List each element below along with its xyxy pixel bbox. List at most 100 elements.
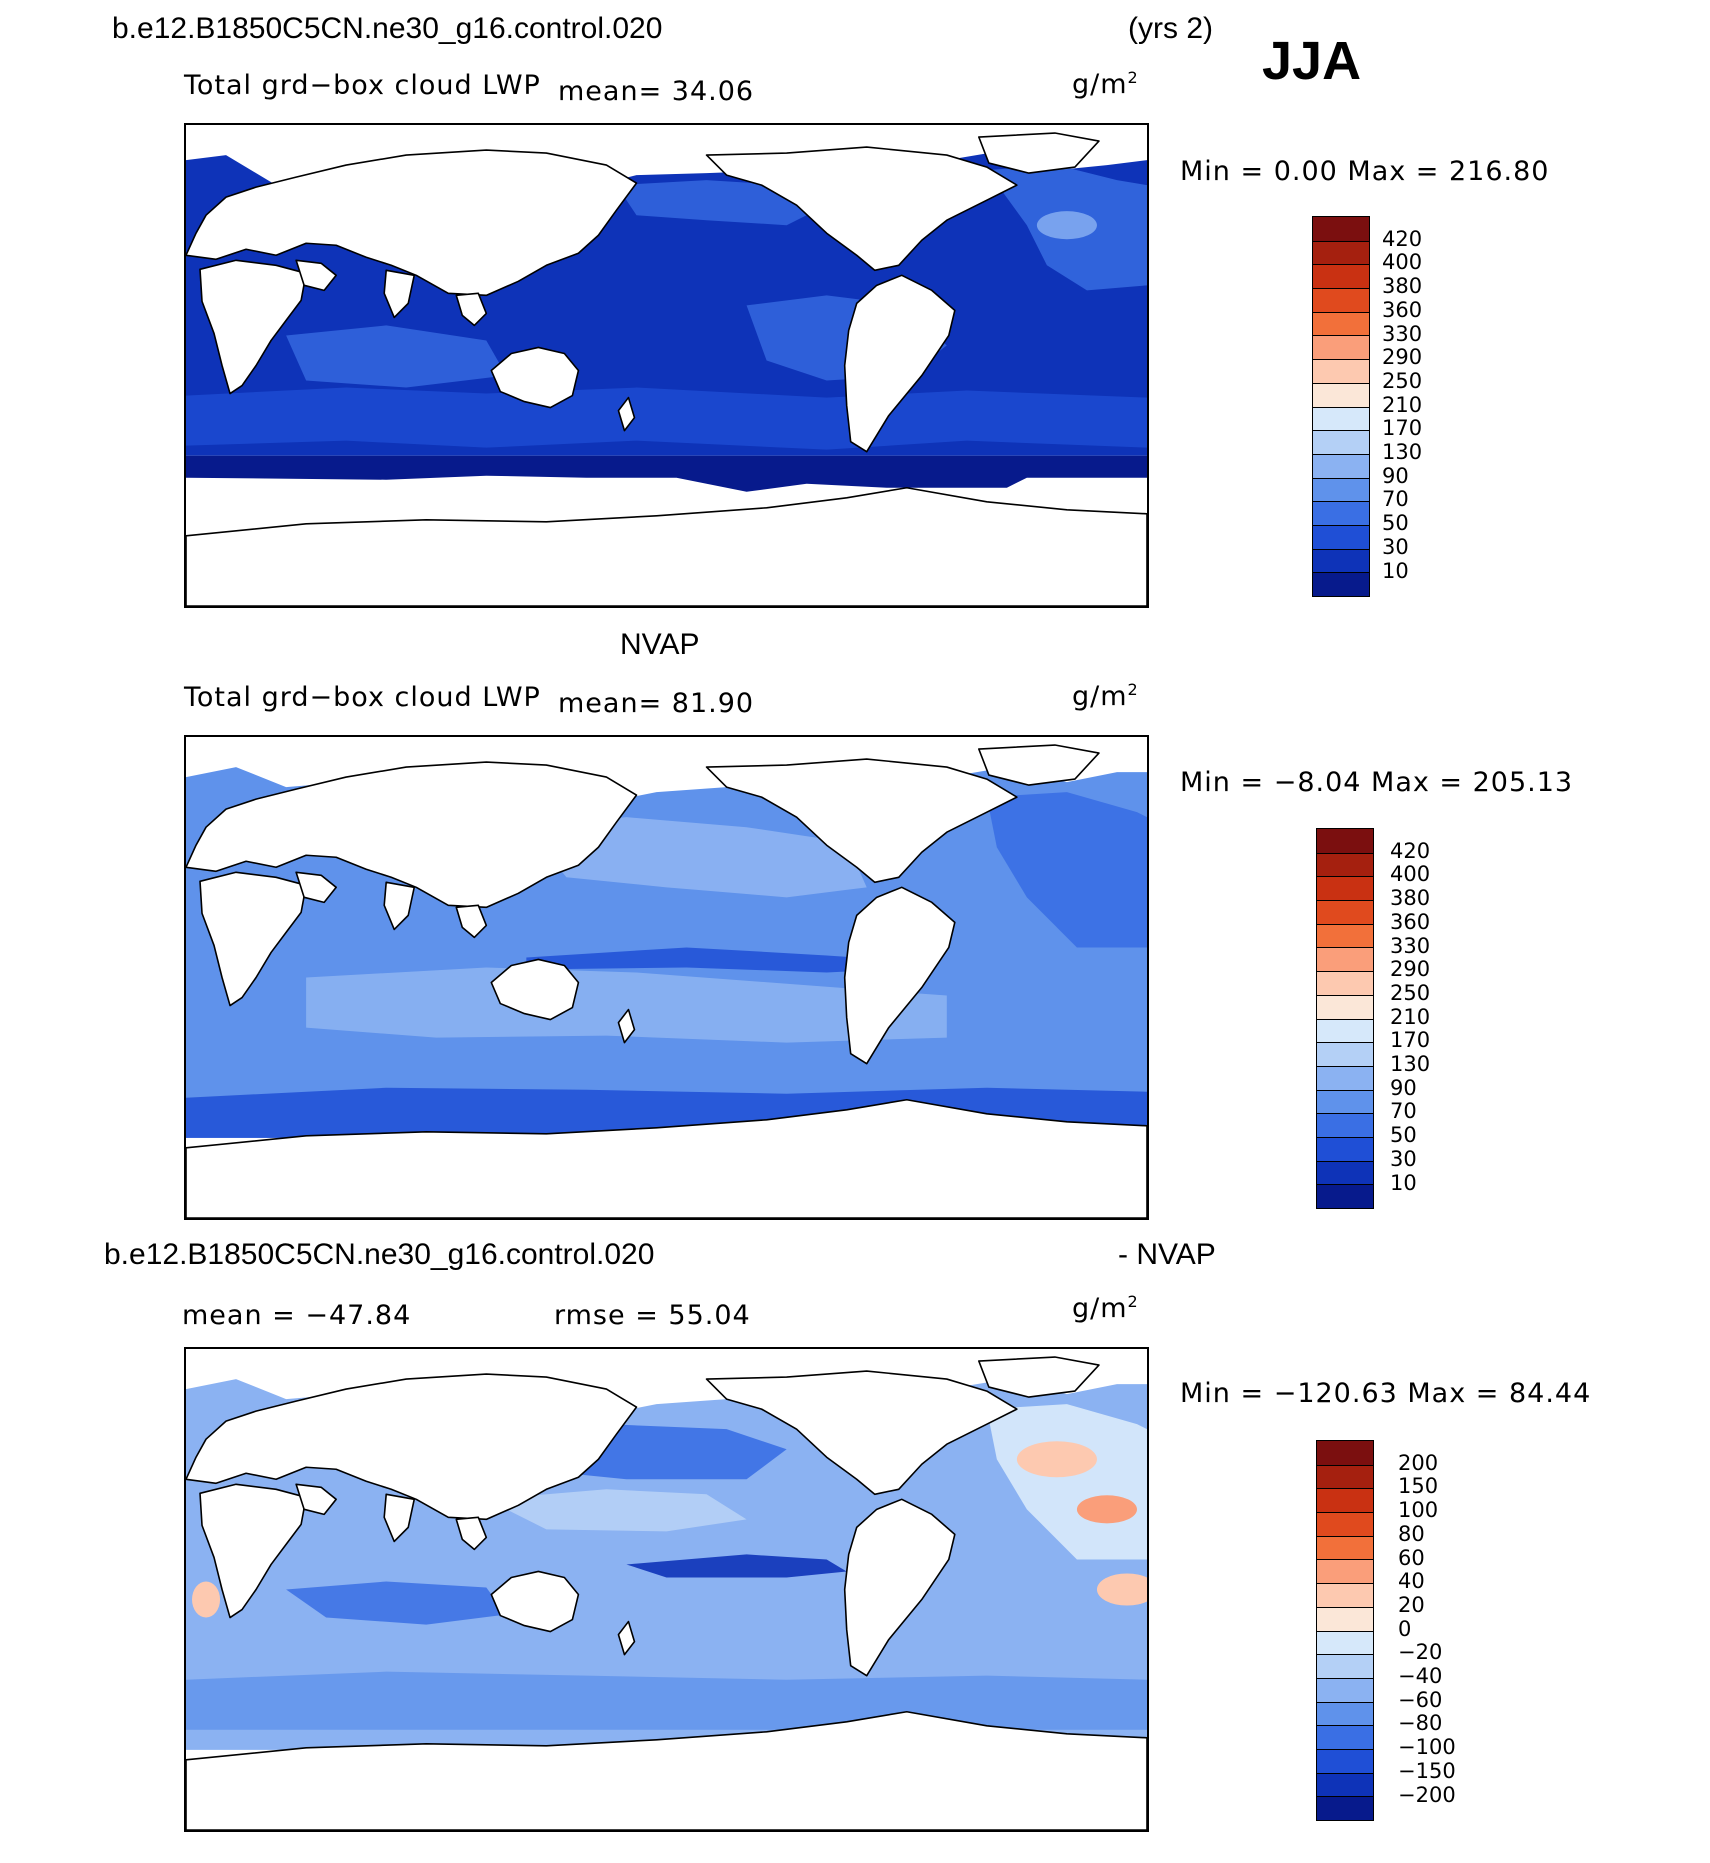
colorbar-segment <box>1317 923 1373 948</box>
colorbar-tick-label: 210 <box>1390 1004 1431 1029</box>
colorbar-segment <box>1317 1042 1373 1066</box>
ocean-midlat-band <box>186 387 1147 450</box>
colorbar-segment <box>1317 1677 1373 1702</box>
india-land <box>383 1493 416 1543</box>
colorbar-tick-label: 30 <box>1390 1146 1417 1171</box>
colorbar-segment <box>1317 1535 1373 1560</box>
colorbar-segment <box>1317 1160 1373 1185</box>
ocean-positive-anomaly-3 <box>1096 1573 1147 1606</box>
colorbar-segment <box>1317 1701 1373 1726</box>
colorbar-tick-label: −200 <box>1398 1782 1456 1807</box>
colorbar-segment <box>1317 1089 1373 1114</box>
colorbar-segment <box>1317 1018 1373 1043</box>
ocean-south-subtropics <box>306 967 947 1043</box>
colorbar-tick-label: 330 <box>1382 321 1423 346</box>
colorbar-tick-label: 360 <box>1382 297 1423 322</box>
colorbar-segment <box>1317 852 1373 877</box>
years-label: (yrs 2) <box>1128 12 1213 45</box>
new-zealand-land <box>617 396 636 432</box>
ocean-pacific-light <box>526 817 867 898</box>
colorbar-segment <box>1313 359 1369 383</box>
north-america-land <box>705 1370 1018 1496</box>
colorbar-tick-label: 250 <box>1382 368 1423 393</box>
panel3-title-left: b.e12.B1850C5CN.ne30_g16.control.020 <box>104 1238 655 1271</box>
panel2-variable: Total grd−box cloud LWP <box>184 682 541 713</box>
landmasses <box>186 744 1147 1218</box>
colorbar-tick-label: 10 <box>1382 558 1409 583</box>
colorbar-segment <box>1317 1725 1373 1749</box>
colorbar-segment <box>1313 453 1369 478</box>
colorbar-tick-label: 420 <box>1390 838 1431 863</box>
colorbar-segment <box>1317 1464 1373 1489</box>
north-america-land <box>705 146 1018 272</box>
colorbar-tick-label: 90 <box>1382 463 1409 488</box>
colorbar-segment <box>1317 1065 1373 1090</box>
southeast-asia-land <box>455 292 488 327</box>
colorbar-segment <box>1313 264 1369 289</box>
australia-land <box>490 1570 580 1633</box>
panel3-map <box>184 1347 1149 1832</box>
ocean-atlantic-highlight <box>1036 211 1097 240</box>
arabia-land <box>295 1483 337 1516</box>
india-land <box>383 269 416 319</box>
antarctica-land <box>186 1710 1147 1830</box>
panel1-map <box>184 123 1149 608</box>
colorbar-segment <box>1317 1748 1373 1773</box>
panel3-colorbar <box>1316 1440 1374 1821</box>
colorbar-segment <box>1317 1184 1373 1208</box>
colorbar-tick-label: 90 <box>1390 1075 1417 1100</box>
panel2-title: NVAP <box>620 628 700 661</box>
ocean-southern-band <box>186 1671 1147 1730</box>
colorbar-tick-label: −40 <box>1398 1664 1443 1688</box>
greenland-land <box>978 744 1100 786</box>
colorbar-tick-label: 70 <box>1390 1099 1417 1124</box>
panel3-units: g/m2 <box>1072 1292 1139 1324</box>
panel1-minmax: Min = 0.00 Max = 216.80 <box>1180 156 1550 187</box>
colorbar-tick-label: 400 <box>1390 862 1431 887</box>
colorbar-tick-label: 80 <box>1398 1521 1425 1546</box>
colorbar-tick-label: 10 <box>1390 1170 1417 1195</box>
case-title: b.e12.B1850C5CN.ne30_g16.control.020 <box>112 12 663 45</box>
ocean-indian <box>286 325 507 388</box>
colorbar-segment <box>1317 1583 1373 1607</box>
colorbar-tick-label: −60 <box>1398 1687 1443 1712</box>
colorbar-tick-label: 380 <box>1390 886 1431 911</box>
ocean-positive-anomaly-4 <box>192 1581 221 1618</box>
colorbar-tick-label: 400 <box>1382 250 1423 275</box>
colorbar-segment <box>1317 971 1373 995</box>
colorbar-tick-label: 330 <box>1390 933 1431 958</box>
southeast-asia-land <box>455 1516 488 1551</box>
southeast-asia-land <box>455 904 488 939</box>
panel3-title-right: - NVAP <box>1118 1238 1216 1271</box>
australia-land <box>490 958 580 1021</box>
colorbar-tick-label: 50 <box>1390 1123 1417 1148</box>
south-america-land <box>843 886 956 1065</box>
greenland-land <box>978 1356 1100 1398</box>
ocean-positive-anomaly-1 <box>1016 1441 1097 1478</box>
colorbar-tick-label: 40 <box>1398 1569 1425 1594</box>
colorbar-tick-label: 360 <box>1390 909 1431 934</box>
panel3-mean: mean = −47.84 <box>182 1300 412 1331</box>
panel2-map-svg <box>186 737 1147 1218</box>
colorbar-segment <box>1317 900 1373 924</box>
antarctica-land <box>186 1098 1147 1218</box>
colorbar-tick-label: 130 <box>1382 440 1423 464</box>
colorbar-tick-label: −100 <box>1398 1735 1456 1760</box>
colorbar-segment <box>1317 1441 1373 1465</box>
ocean-north-pacific-light <box>486 1489 747 1532</box>
ocean-itcz-band <box>526 947 887 973</box>
eurasia-land <box>186 1373 638 1521</box>
colorbar-segment <box>1317 1606 1373 1631</box>
colorbar-segment <box>1317 1559 1373 1584</box>
colorbar-tick-label: 0 <box>1398 1616 1412 1641</box>
colorbar-tick-label: 290 <box>1390 957 1431 982</box>
arabia-land <box>295 259 337 292</box>
greenland-land <box>978 132 1100 174</box>
colorbar-tick-label: 170 <box>1382 416 1423 441</box>
ocean-itcz-anomaly <box>626 1554 847 1578</box>
colorbar-tick-label: 100 <box>1398 1498 1439 1523</box>
australia-land <box>490 346 580 409</box>
africa-land <box>199 871 307 1007</box>
south-america-land <box>843 274 956 453</box>
colorbar-tick-label: 70 <box>1382 487 1409 512</box>
